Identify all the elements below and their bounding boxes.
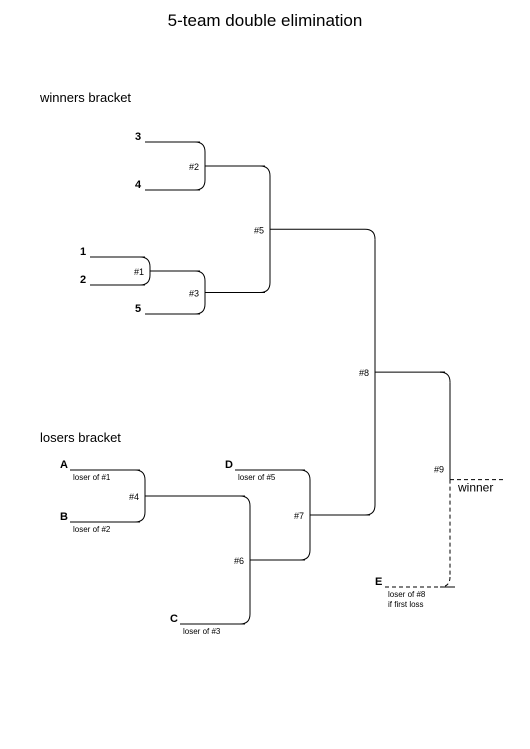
- svg-text:A: A: [60, 459, 68, 471]
- svg-text:#8: #8: [359, 368, 369, 378]
- svg-text:loser of #8: loser of #8: [388, 590, 426, 599]
- svg-text:3: 3: [135, 131, 141, 143]
- svg-text:#6: #6: [234, 556, 244, 566]
- svg-text:if first loss: if first loss: [388, 600, 424, 609]
- svg-text:#9: #9: [434, 465, 444, 475]
- bracket-svg: 3 4 1 2 5 Aloser of #1 Bloser of #2 Dloser of #…: [0, 0, 530, 749]
- svg-text:E: E: [375, 576, 382, 588]
- svg-text:loser of #3: loser of #3: [183, 627, 221, 636]
- svg-text:2: 2: [80, 274, 86, 286]
- svg-text:4: 4: [135, 179, 142, 191]
- svg-text:loser of #1: loser of #1: [73, 473, 111, 482]
- svg-text:#2: #2: [189, 162, 199, 172]
- svg-text:#5: #5: [254, 225, 264, 235]
- svg-text:winner: winner: [457, 481, 493, 495]
- svg-text:C: C: [170, 613, 178, 625]
- svg-text:#7: #7: [294, 511, 304, 521]
- svg-text:1: 1: [80, 246, 86, 258]
- svg-text:5: 5: [135, 303, 141, 315]
- svg-text:D: D: [225, 459, 233, 471]
- svg-text:loser of #2: loser of #2: [73, 525, 111, 534]
- svg-text:#3: #3: [189, 289, 199, 299]
- svg-text:loser of #5: loser of #5: [238, 473, 276, 482]
- svg-text:B: B: [60, 511, 68, 523]
- svg-text:#4: #4: [129, 492, 139, 502]
- svg-text:#1: #1: [134, 267, 144, 277]
